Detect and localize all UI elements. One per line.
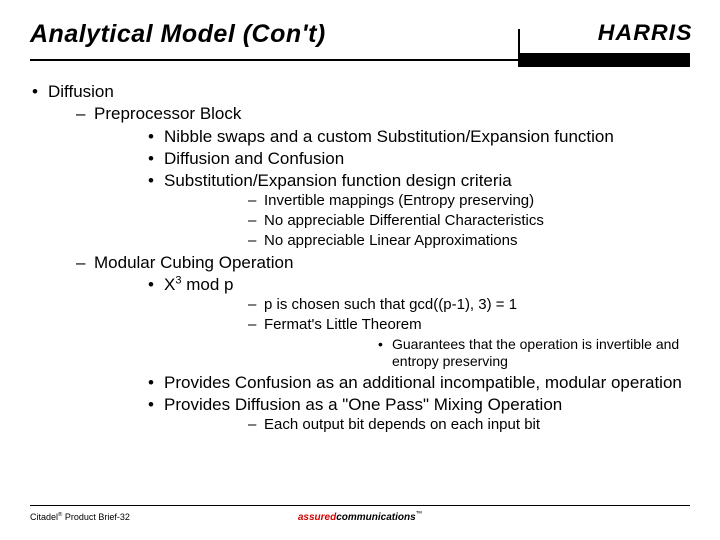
slide-body: Diffusion Preprocessor Block Nibble swap… (30, 81, 690, 435)
dash-differential: No appreciable Differential Characterist… (264, 212, 690, 231)
bullet-diff-conf: Diffusion and Confusion (164, 148, 690, 169)
footer-left: Citadel® Product Brief-32 (30, 512, 130, 522)
bullet-x3modp: X3 mod p p is chosen such that gcd((p-1)… (164, 274, 690, 371)
bullet-provides-diffusion: Provides Diffusion as a "One Pass" Mixin… (164, 394, 690, 435)
bullet-nibble: Nibble swaps and a custom Substitution/E… (164, 126, 690, 147)
slide-title: Analytical Model (Con't) (30, 20, 326, 49)
dash-preprocessor: Preprocessor Block Nibble swaps and a cu… (94, 103, 690, 250)
bullet-provides-confusion: Provides Confusion as an additional inco… (164, 372, 690, 393)
dash-invertible: Invertible mappings (Entropy preserving) (264, 192, 690, 211)
dash-linear: No appreciable Linear Approximations (264, 232, 690, 251)
dash-output-bit: Each output bit depends on each input bi… (264, 416, 690, 435)
dash-fermat: Fermat's Little Theorem Guarantees that … (264, 316, 690, 371)
dash-gcd: p is chosen such that gcd((p-1), 3) = 1 (264, 296, 690, 315)
bullet-diffusion: Diffusion Preprocessor Block Nibble swap… (48, 81, 690, 435)
footer-tagline: assuredcommunications™ (298, 512, 422, 523)
header-divider (30, 53, 690, 67)
dash-modular-cubing: Modular Cubing Operation X3 mod p p is c… (94, 252, 690, 435)
bullet-guarantees: Guarantees that the operation is inverti… (392, 336, 690, 371)
bullet-sub-exp: Substitution/Expansion function design c… (164, 170, 690, 251)
slide-footer: Citadel® Product Brief-32 assuredcommuni… (30, 505, 690, 522)
harris-logo: HARRIS (597, 20, 692, 46)
